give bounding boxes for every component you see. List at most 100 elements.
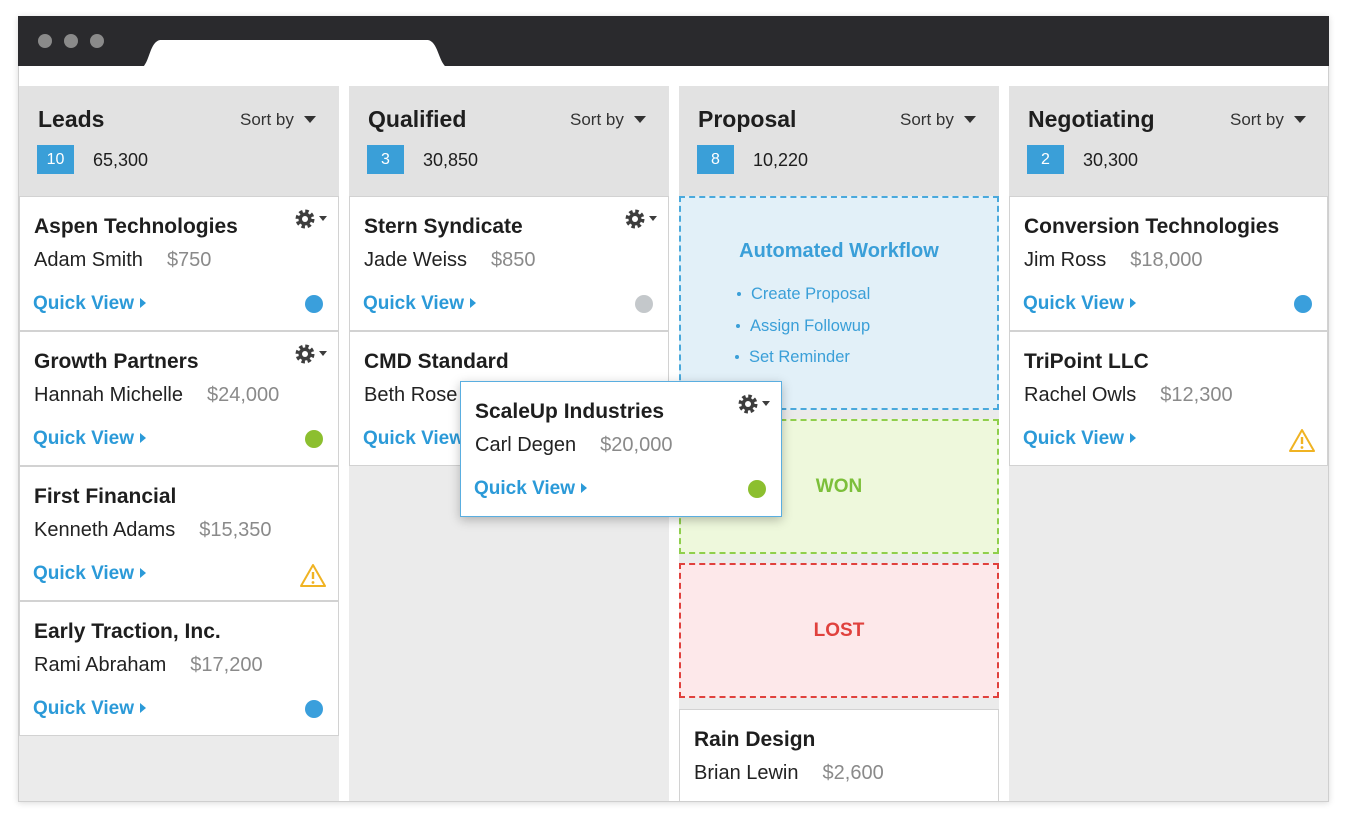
contact-name: Beth Rose [364, 384, 458, 406]
workflow-item[interactable]: Create Proposal [751, 285, 871, 303]
count-badge: 2 [1027, 145, 1064, 174]
lost-label: LOST [813, 620, 865, 641]
status-dot [1294, 295, 1312, 313]
bullet [735, 355, 739, 359]
deal-card[interactable]: Conversion Technologies Jim Ross $18,000 Qu… [1009, 196, 1328, 331]
deal-amount: $750 [166, 249, 212, 271]
contact-line: Rachel Owls $12,300 [1024, 381, 1233, 409]
contact-line: Jim Ross $18,000 [1024, 246, 1203, 274]
contact-line: Jade Weiss $850 [364, 246, 536, 274]
column-total: 30,300 [1083, 150, 1139, 170]
column-header: Leads Sort by 10 65,300 [19, 86, 339, 196]
column-total: 65,300 [93, 150, 149, 170]
warning-icon [300, 564, 326, 587]
company-name: Early Traction, Inc. [34, 620, 221, 643]
contact-name: Rachel Owls [1024, 384, 1137, 406]
bullet [736, 323, 740, 328]
column-title: Negotiating [1028, 106, 1155, 132]
column-title: Proposal [698, 106, 797, 132]
card-menu[interactable] [624, 208, 660, 232]
status-dot [305, 430, 323, 448]
deal-card[interactable]: Stern Syndicate Jade Weiss $850 Quick View [349, 196, 669, 331]
quick-view-link[interactable]: Quick View [1023, 425, 1136, 453]
workflow-item[interactable]: Assign Followup [750, 316, 871, 335]
column-header: Proposal Sort by 8 10,220 [679, 86, 999, 196]
workflow-zone: Automated Workflow Create Proposal Assign … [679, 196, 999, 410]
company-name: Conversion Technologies [1024, 215, 1280, 238]
card-menu[interactable] [294, 343, 330, 367]
contact-name: Rami Abraham [34, 654, 167, 676]
column-title: Leads [38, 106, 105, 132]
contact-name: Hannah Michelle [34, 384, 183, 406]
company-name: TriPoint LLC [1024, 350, 1149, 373]
contact-line: Adam Smith $750 [34, 246, 211, 274]
sort-dropdown[interactable]: Sort by [240, 106, 316, 134]
contact-line: Kenneth Adams $15,350 [34, 516, 272, 544]
contact-name: Jim Ross [1024, 249, 1107, 271]
lost-zone: LOST [679, 563, 999, 698]
deal-amount: $18,000 [1130, 249, 1203, 271]
quick-view-link[interactable]: Quick View [33, 560, 146, 588]
deal-amount: $15,350 [199, 519, 272, 541]
deal-amount: $12,300 [1160, 384, 1233, 406]
won-label: WON [815, 476, 863, 497]
contact-name: Carl Degen [475, 434, 577, 456]
quick-view-link[interactable]: Quick View [363, 290, 476, 318]
workflow-item[interactable]: Set Reminder [749, 348, 850, 366]
status-dot [748, 480, 766, 498]
quick-view-link[interactable]: Quick View [33, 695, 146, 723]
deal-card[interactable]: ScaleUp Industries Carl Degen $20,000 Quick… [460, 381, 782, 517]
sort-dropdown[interactable]: Sort by [900, 106, 976, 134]
contact-line: Brian Lewin $2,600 [694, 759, 884, 787]
company-name: Rain Design [694, 728, 816, 751]
column-total: 10,220 [753, 150, 809, 170]
sort-dropdown[interactable]: Sort by [570, 106, 646, 134]
contact-name: Adam Smith [34, 249, 143, 271]
quick-view-link[interactable]: Quick View [474, 475, 587, 503]
company-name: Growth Partners [34, 350, 199, 373]
quick-view-link[interactable]: Quick View [1023, 290, 1136, 318]
deal-card[interactable]: TriPoint LLC Rachel Owls $12,300 Quick View [1009, 331, 1328, 466]
card-menu[interactable] [294, 208, 330, 232]
workflow-title: Automated Workflow [739, 240, 939, 262]
quick-view-link[interactable]: Quick View [363, 425, 476, 453]
contact-name: Kenneth Adams [34, 519, 176, 541]
company-name: CMD Standard [364, 350, 509, 373]
status-dot [305, 700, 323, 718]
card-menu[interactable] [737, 393, 773, 417]
column-total: 30,850 [423, 150, 479, 170]
deal-amount: $2,600 [822, 762, 884, 784]
quick-view-link[interactable]: Quick View [33, 425, 146, 453]
sort-dropdown[interactable]: Sort by [1230, 106, 1306, 134]
warning-icon [1289, 429, 1315, 452]
contact-line: Beth Rose [364, 381, 457, 409]
column-title: Qualified [368, 106, 467, 132]
count-badge: 8 [697, 145, 734, 174]
company-name: Aspen Technologies [34, 215, 238, 238]
column-header: Qualified Sort by 3 30,850 [349, 86, 669, 196]
contact-line: Rami Abraham $17,200 [34, 651, 263, 679]
deal-card[interactable]: Growth Partners Hannah Michelle $24,000 Qui… [19, 331, 339, 466]
company-name: Stern Syndicate [364, 215, 523, 238]
deal-amount: $20,000 [600, 434, 673, 456]
contact-line: Carl Degen $20,000 [475, 431, 672, 459]
deal-card[interactable]: Early Traction, Inc. Rami Abraham $17,200 Q… [19, 601, 339, 736]
contact-line: Hannah Michelle $24,000 [34, 381, 279, 409]
status-dot [635, 295, 653, 313]
company-name: First Financial [34, 485, 177, 508]
browser-chrome [38, 34, 446, 67]
deal-card[interactable]: First Financial Kenneth Adams $15,350 Quick… [19, 466, 339, 601]
quick-view-link[interactable]: Quick View [33, 290, 146, 318]
company-name: ScaleUp Industries [475, 400, 665, 423]
deal-amount: $17,200 [190, 654, 263, 676]
status-dot [305, 295, 323, 313]
contact-name: Jade Weiss [364, 249, 468, 271]
deal-amount: $24,000 [206, 384, 280, 406]
deal-amount: $850 [491, 249, 536, 271]
count-badge: 3 [367, 145, 404, 174]
contact-name: Brian Lewin [694, 762, 799, 784]
count-badge: 10 [37, 145, 74, 174]
column-header: Negotiating Sort by 2 30,300 [1009, 86, 1328, 196]
deal-card[interactable]: Aspen Technologies Adam Smith $750 Quick Vi… [19, 196, 339, 331]
